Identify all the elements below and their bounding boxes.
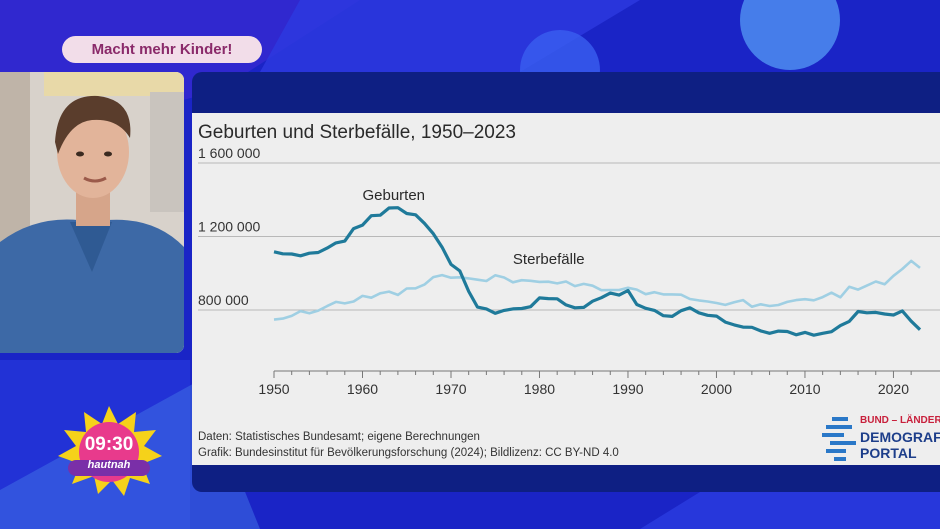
source-graphic: Grafik: Bundesinstitut für Bevölkerungsf… <box>198 447 619 459</box>
y-tick-label: 1 600 000 <box>198 145 260 161</box>
chart-title: Geburten und Sterbefälle, 1950–2023 <box>198 122 516 143</box>
chart-card: 1 600 000 1 200 000 800 000 1950 1960 1970 198… <box>192 113 940 465</box>
x-tick-label: 1990 <box>612 381 643 397</box>
y-tick-label: 1 200 000 <box>198 219 260 235</box>
x-tick-label: 2020 <box>878 381 909 397</box>
logo-mark-icon <box>822 417 856 461</box>
x-tick-label: 1970 <box>435 381 466 397</box>
logo-line-1: DEMOGRAFIE <box>860 429 940 445</box>
show-clock: 09:30 hautnah <box>54 404 164 496</box>
x-tick-label: 2010 <box>789 381 820 397</box>
x-tick-label: 2000 <box>701 381 732 397</box>
logo-line-small: BUND – LÄNDER <box>860 415 940 426</box>
show-brand: hautnah <box>87 459 131 471</box>
y-tick-label: 800 000 <box>198 292 249 308</box>
sun-icon <box>58 406 162 496</box>
births-series-label: Geburten <box>362 187 425 204</box>
demografie-portal-logo: BUND – LÄNDER DEMOGRAFIE PORTAL <box>822 413 940 461</box>
topic-banner: Macht mehr Kinder! <box>62 36 262 63</box>
clock-time: 09:30 <box>84 434 134 455</box>
source-data: Daten: Statistisches Bundesamt; eigene B… <box>198 431 480 443</box>
presenter-illustration <box>0 72 184 353</box>
births-deaths-chart: 1 600 000 1 200 000 800 000 1950 1960 1970 198… <box>198 145 940 397</box>
deaths-series-line <box>273 259 921 321</box>
births-series-line <box>273 206 922 337</box>
x-tick-label: 1960 <box>347 381 378 397</box>
logo-line-2: PORTAL <box>860 445 917 461</box>
x-tick-label: 1980 <box>524 381 555 397</box>
x-tick-label: 1950 <box>258 381 289 397</box>
presenter-video <box>0 72 184 353</box>
deaths-series-label: Sterbefälle <box>513 251 585 268</box>
